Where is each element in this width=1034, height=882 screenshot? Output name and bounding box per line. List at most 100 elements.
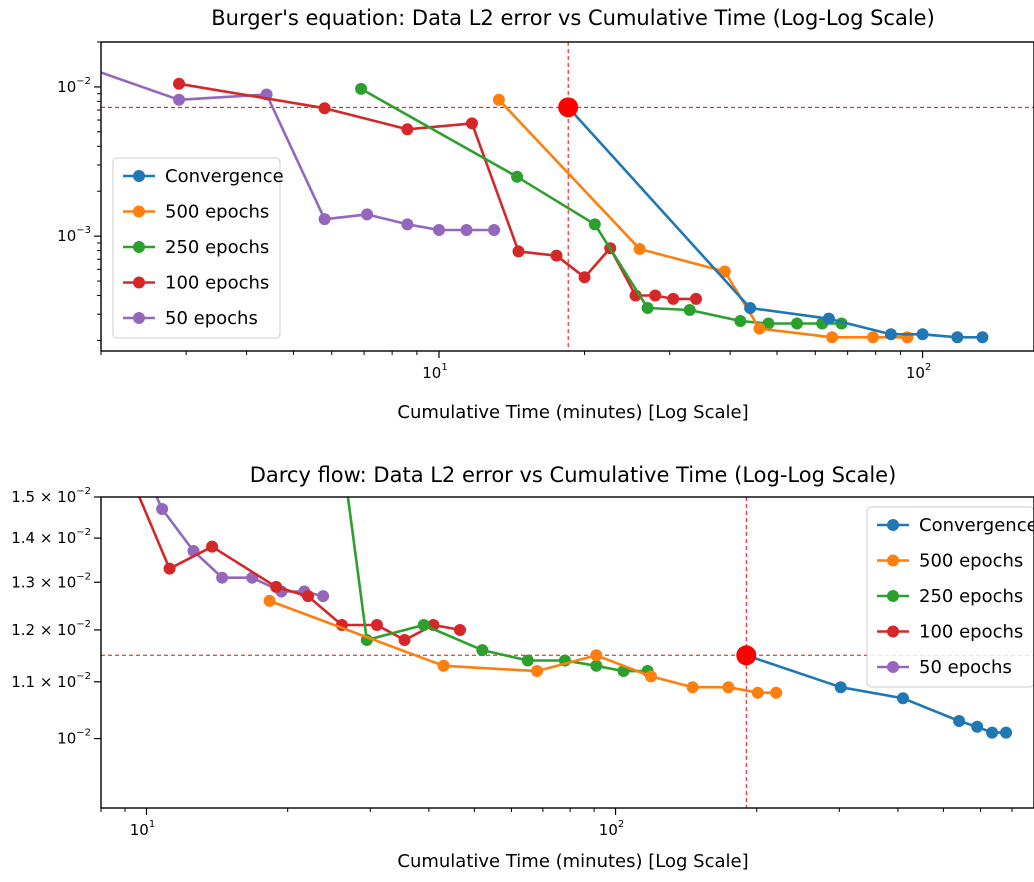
darcy-plot-area: 101 102 1.5 × 10−2 1.4 × 10−2 1.3 × 10−2 1.2 … [11, 335, 1034, 839]
darcy-legend-item-50-epochs: 50 epochs [877, 657, 1012, 678]
burgers-plot-area: 101 102 10−2 10−3 Convergence 500 epochs 250 e… [57, 41, 1034, 382]
burgers-series-100-epochs [173, 77, 703, 305]
darcy-legend: Convergence 500 epochs 250 epochs 100 epoch… [866, 506, 1034, 688]
burgers-line-250-epochs [360, 87, 842, 325]
burgers-line-500-epochs [497, 98, 908, 339]
darcy-point-500-epochs [530, 665, 543, 678]
darcy-x-axis-label: Cumulative Time (minutes) [Log Scale] [397, 851, 748, 872]
darcy-chart: Darcy flow: Data L2 error vs Cumulative … [11, 335, 1034, 872]
darcy-y-tick-label-4: 1.1 × 10−2 [11, 671, 91, 691]
burgers-point-convergence [822, 312, 835, 325]
darcy-point-500-epochs [751, 686, 764, 699]
burgers-legend-label: Convergence [165, 166, 284, 187]
burgers-point-250-epochs [683, 304, 696, 317]
darcy-point-50-epochs [156, 503, 169, 516]
burgers-x-axis-label: Cumulative Time (minutes) [Log Scale] [397, 402, 748, 423]
burgers-legend-item-500-epochs: 500 epochs [123, 202, 269, 223]
darcy-point-50-epochs [130, 445, 142, 457]
darcy-legend-label: 250 epochs [919, 586, 1023, 607]
burgers-point-50-epochs [173, 93, 186, 106]
burgers-point-250-epochs [762, 317, 775, 330]
burgers-line-convergence [567, 106, 983, 339]
burgers-point-50-epochs [432, 223, 445, 236]
burgers-point-100-epochs [649, 289, 662, 302]
burgers-point-convergence [916, 328, 929, 341]
burgers-point-convergence [951, 331, 964, 344]
darcy-line-100-epochs [137, 497, 461, 642]
burgers-point-500-epochs [492, 93, 505, 106]
darcy-x-tick-label-100: 102 [599, 819, 624, 839]
darcy-point-500-epochs [770, 686, 783, 699]
burgers-series-500-epochs [492, 93, 914, 344]
darcy-point-500-epochs [263, 594, 276, 607]
burgers-legend-box [112, 157, 281, 339]
burgers-highlight-point [558, 97, 579, 118]
burgers-point-250-epochs [791, 317, 804, 330]
darcy-point-100-epochs [270, 580, 283, 593]
burgers-point-50-epochs [401, 218, 414, 231]
burgers-data-layer [61, 42, 1034, 351]
burgers-series-50-epochs [61, 55, 501, 236]
darcy-x-tick-label-10: 101 [130, 819, 155, 839]
darcy-point-convergence [1000, 726, 1013, 739]
burgers-series-250-epochs [355, 82, 848, 330]
burgers-y-tick-label-1: 10−3 [57, 225, 91, 245]
burgers-point-100-epochs [401, 123, 414, 136]
darcy-point-convergence [896, 692, 909, 705]
darcy-point-250-epochs [590, 659, 603, 672]
darcy-point-250-epochs [321, 335, 333, 347]
darcy-series-100-epochs [130, 483, 466, 646]
burgers-point-100-epochs [465, 117, 478, 130]
burgers-legend-item-convergence: Convergence [123, 166, 284, 187]
darcy-y-tick-label-0: 1.5 × 10−2 [11, 486, 91, 506]
darcy-legend-item-250-epochs: 250 epochs [877, 586, 1023, 607]
darcy-y-tick-label-3: 1.2 × 10−2 [11, 619, 91, 639]
darcy-point-100-epochs [206, 540, 219, 553]
darcy-point-100-epochs [453, 623, 466, 636]
burgers-point-50-epochs [361, 208, 374, 221]
burgers-legend-item-100-epochs: 100 epochs [123, 273, 269, 294]
darcy-legend-label: 100 epochs [919, 622, 1023, 643]
darcy-point-convergence [971, 720, 984, 733]
burgers-point-50-epochs [488, 223, 501, 236]
burgers-series-convergence [562, 101, 989, 344]
burgers-point-500-epochs [867, 331, 880, 344]
darcy-point-500-epochs [644, 670, 657, 683]
darcy-y-tick-label-2: 1.3 × 10−2 [11, 571, 91, 591]
darcy-series-250-epochs [321, 335, 654, 678]
darcy-legend-marker [887, 590, 899, 602]
burgers-point-250-epochs [355, 82, 368, 95]
darcy-point-convergence [953, 714, 966, 727]
darcy-legend-item-convergence: Convergence [877, 515, 1034, 536]
darcy-legend-marker [887, 554, 899, 567]
burgers-point-100-epochs [690, 292, 703, 305]
burgers-legend-label: 250 epochs [165, 237, 269, 258]
burgers-point-250-epochs [511, 170, 524, 183]
darcy-axes-frame [100, 496, 1034, 809]
darcy-y-tick-label-1: 1.4 × 10−2 [11, 527, 91, 547]
burgers-legend-label: 50 epochs [165, 308, 258, 329]
darcy-legend-label: 50 epochs [919, 657, 1012, 678]
darcy-legend-label: Convergence [919, 515, 1034, 536]
burgers-legend-item-250-epochs: 250 epochs [123, 237, 269, 258]
burgers-legend-marker [133, 205, 145, 218]
darcy-point-250-epochs [417, 619, 430, 632]
burgers-x-tick-label-10: 101 [422, 362, 447, 382]
burgers-point-500-epochs [718, 265, 731, 278]
burgers-point-50-epochs [318, 213, 331, 226]
burgers-point-convergence [744, 302, 757, 315]
darcy-chart-title: Darcy flow: Data L2 error vs Cumulative … [250, 463, 897, 487]
darcy-point-500-epochs [590, 649, 603, 662]
darcy-legend-label: 500 epochs [919, 551, 1023, 572]
burgers-legend-marker [133, 241, 145, 253]
burgers-point-500-epochs [826, 331, 839, 344]
burgers-point-250-epochs [641, 302, 654, 315]
darcy-y-tick-label-5: 10−2 [57, 728, 91, 748]
darcy-point-100-epochs [130, 483, 142, 495]
burgers-point-100-epochs [173, 77, 186, 90]
burgers-axes-frame [100, 41, 1034, 352]
burgers-point-100-epochs [512, 245, 525, 258]
burgers-legend-label: 100 epochs [165, 273, 269, 294]
burgers-point-50-epochs [61, 55, 73, 67]
burgers-point-500-epochs [633, 243, 646, 256]
